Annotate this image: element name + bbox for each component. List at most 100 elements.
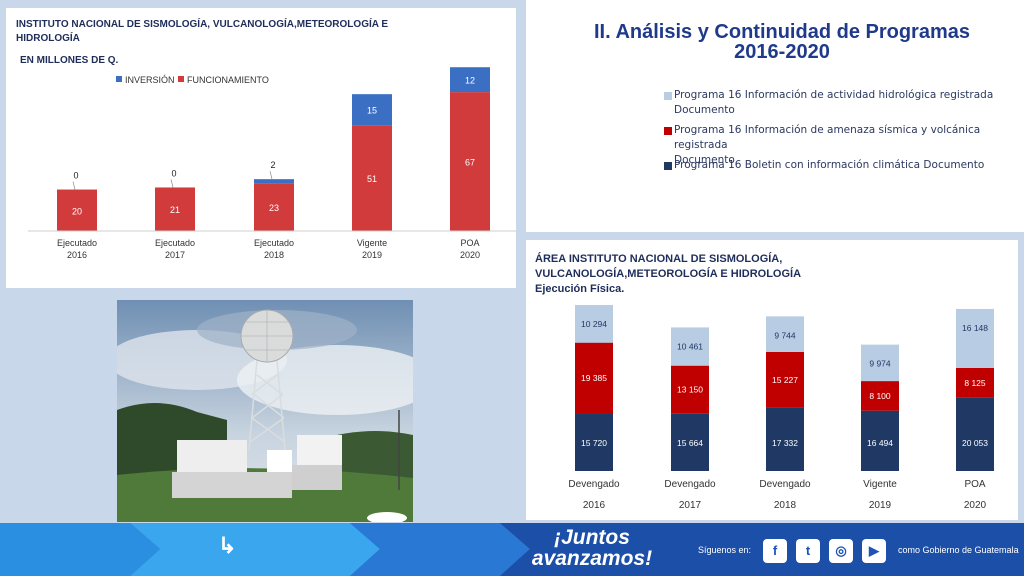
budget-bar-inversion [450,67,490,93]
physical-bar-segment [956,367,994,398]
physical-execution-panel: ÁREA INSTITUTO NACIONAL DE SISMOLOGÍA, V… [526,240,1018,520]
program-legend-hydro-line1: Programa 16 Información de actividad hid… [674,89,994,101]
program-legend-item-climate: Programa 16 Boletin con información clim… [674,158,984,173]
physical-bar-segment [766,316,804,352]
physical-category-year: 2019 [869,500,892,511]
physical-bar-label: 15 227 [772,375,798,385]
physical-bar-segment [861,410,899,471]
footer-slogan-line2: avanzamos! [531,547,653,570]
physical-bar-label: 10 461 [677,341,703,351]
program-legend-item-hydro: Programa 16 Información de actividad hid… [674,88,993,118]
physical-category-label: Devengado [568,479,620,490]
budget-label-inversion: 0 [73,171,78,181]
budget-category-label: POA [460,238,479,248]
physical-title-line3: Ejecución Física. [535,283,625,295]
budget-label-inversion: 12 [465,76,475,86]
physical-bar-segment [671,365,709,414]
physical-bar-segment [575,342,613,414]
budget-category-label: Ejecutado [57,238,97,248]
budget-legend-label: INVERSIÓN [125,75,175,85]
physical-bar-segment [861,381,899,411]
budget-category-label: Ejecutado [155,238,195,248]
physical-title-line2: VULCANOLOGÍA,METEOROLOGÍA E HIDROLOGÍA [535,268,802,280]
budget-bar-funcionamiento [352,125,392,231]
physical-bar-label: 16 494 [867,438,893,448]
budget-bar-funcionamiento [57,189,97,231]
physical-bar-segment [575,305,613,343]
program-legend-seismic-line1: Programa 16 Información de amenaza sísmi… [674,124,981,151]
budget-legend-label: FUNCIONAMIENTO [187,75,269,85]
budget-bar-funcionamiento [254,183,294,231]
physical-bar-label: 15 664 [677,438,703,448]
twitter-icon[interactable]: t [796,539,820,563]
budget-label-funcionamiento: 51 [367,174,377,184]
program-legend-swatch-climate [664,162,672,170]
budget-label-funcionamiento: 23 [269,203,279,213]
budget-label-leader [72,181,76,190]
physical-category-label: Devengado [759,479,811,490]
return-arrow-icon[interactable]: ↳ [218,533,237,558]
program-legend-item-seismic: Programa 16 Información de amenaza sísmi… [674,123,1024,168]
physical-bar-segment [766,351,804,408]
budget-category-year: 2017 [165,250,185,260]
physical-category-year: 2017 [679,500,702,511]
footer-account-label: como Gobierno de Guatemala [898,545,1019,555]
program-legend-swatch-hydro [664,92,672,100]
physical-bar-label: 8 125 [964,378,986,388]
physical-bar-segment [671,413,709,471]
physical-category-year: 2020 [964,500,987,511]
footer-follow-label: Síguenos en: [698,545,752,555]
budget-category-year: 2016 [67,250,87,260]
budget-bar-funcionamiento [450,92,490,231]
physical-bar-label: 9 744 [774,330,796,340]
physical-bar-segment [575,413,613,471]
physical-category-label: POA [964,479,985,490]
budget-category-label: Vigente [357,238,387,248]
physical-category-year: 2018 [774,500,797,511]
page-title-line1: II. Análisis y Continuidad de Programas [593,21,970,43]
budget-label-inversion: 0 [171,168,176,178]
budget-chart-panel: INSTITUTO NACIONAL DE SISMOLOGÍA, VULCAN… [6,8,516,288]
budget-label-funcionamiento: 20 [72,206,82,216]
physical-bar-label: 19 385 [581,373,607,383]
physical-bar-label: 9 974 [869,359,891,369]
budget-label-leader [170,179,174,188]
budget-bar-inversion [254,179,294,184]
budget-stacked-bar-chart: INVERSIÓN FUNCIONAMIENTO 20 0 Ejecutado 2016 2… [28,67,516,260]
budget-category-year: 2020 [460,250,480,260]
physical-bar-segment [766,407,804,471]
instagram-icon[interactable]: ◎ [829,539,853,563]
physical-category-label: Devengado [664,479,716,490]
budget-chart-subtitle: EN MILLONES DE Q. [20,55,119,66]
physical-title-line1: ÁREA INSTITUTO NACIONAL DE SISMOLOGÍA, [535,253,783,265]
title-panel: II. Análisis y Continuidad de Programas … [526,0,1024,232]
physical-chart-title: ÁREA INSTITUTO NACIONAL DE SISMOLOGÍA, V… [535,252,801,297]
physical-bar-label: 13 150 [677,385,703,395]
budget-legend-swatch [178,76,184,82]
budget-label-leader [269,171,273,180]
facebook-icon[interactable]: f [763,539,787,563]
physical-stacked-bar-chart: 15 720 19 385 10 294 Devengado 2016 15 664 13 … [568,305,994,511]
footer-banner: ↳ ¡Juntos avanzamos! Síguenos en: f t ◎ … [0,523,1024,576]
physical-bar-label: 17 332 [772,438,798,448]
footer-slogan-line1: ¡Juntos [554,526,630,549]
page-title-line2: 2016-2020 [734,41,830,63]
program-legend-seismic-line2: Documento [674,154,735,166]
physical-bar-label: 15 720 [581,438,607,448]
budget-category-label: Ejecutado [254,238,294,248]
physical-category-year: 2016 [583,500,606,511]
budget-label-funcionamiento: 67 [465,158,475,168]
program-legend-swatch-seismic [664,127,672,135]
budget-bar-funcionamiento [155,187,195,231]
physical-bar-segment [861,344,899,382]
physical-bar-label: 16 148 [962,323,988,333]
page-title: II. Análisis y Continuidad de Programas … [572,22,992,62]
physical-bar-label: 10 294 [581,319,607,329]
youtube-icon[interactable]: ▶ [862,539,886,563]
physical-bar-label: 20 053 [962,438,988,448]
budget-label-inversion: 15 [367,106,377,116]
physical-bar-segment [956,308,994,368]
budget-legend-swatch [116,76,122,82]
program-legend-hydro-line2: Documento [674,104,735,116]
physical-bar-segment [956,397,994,471]
